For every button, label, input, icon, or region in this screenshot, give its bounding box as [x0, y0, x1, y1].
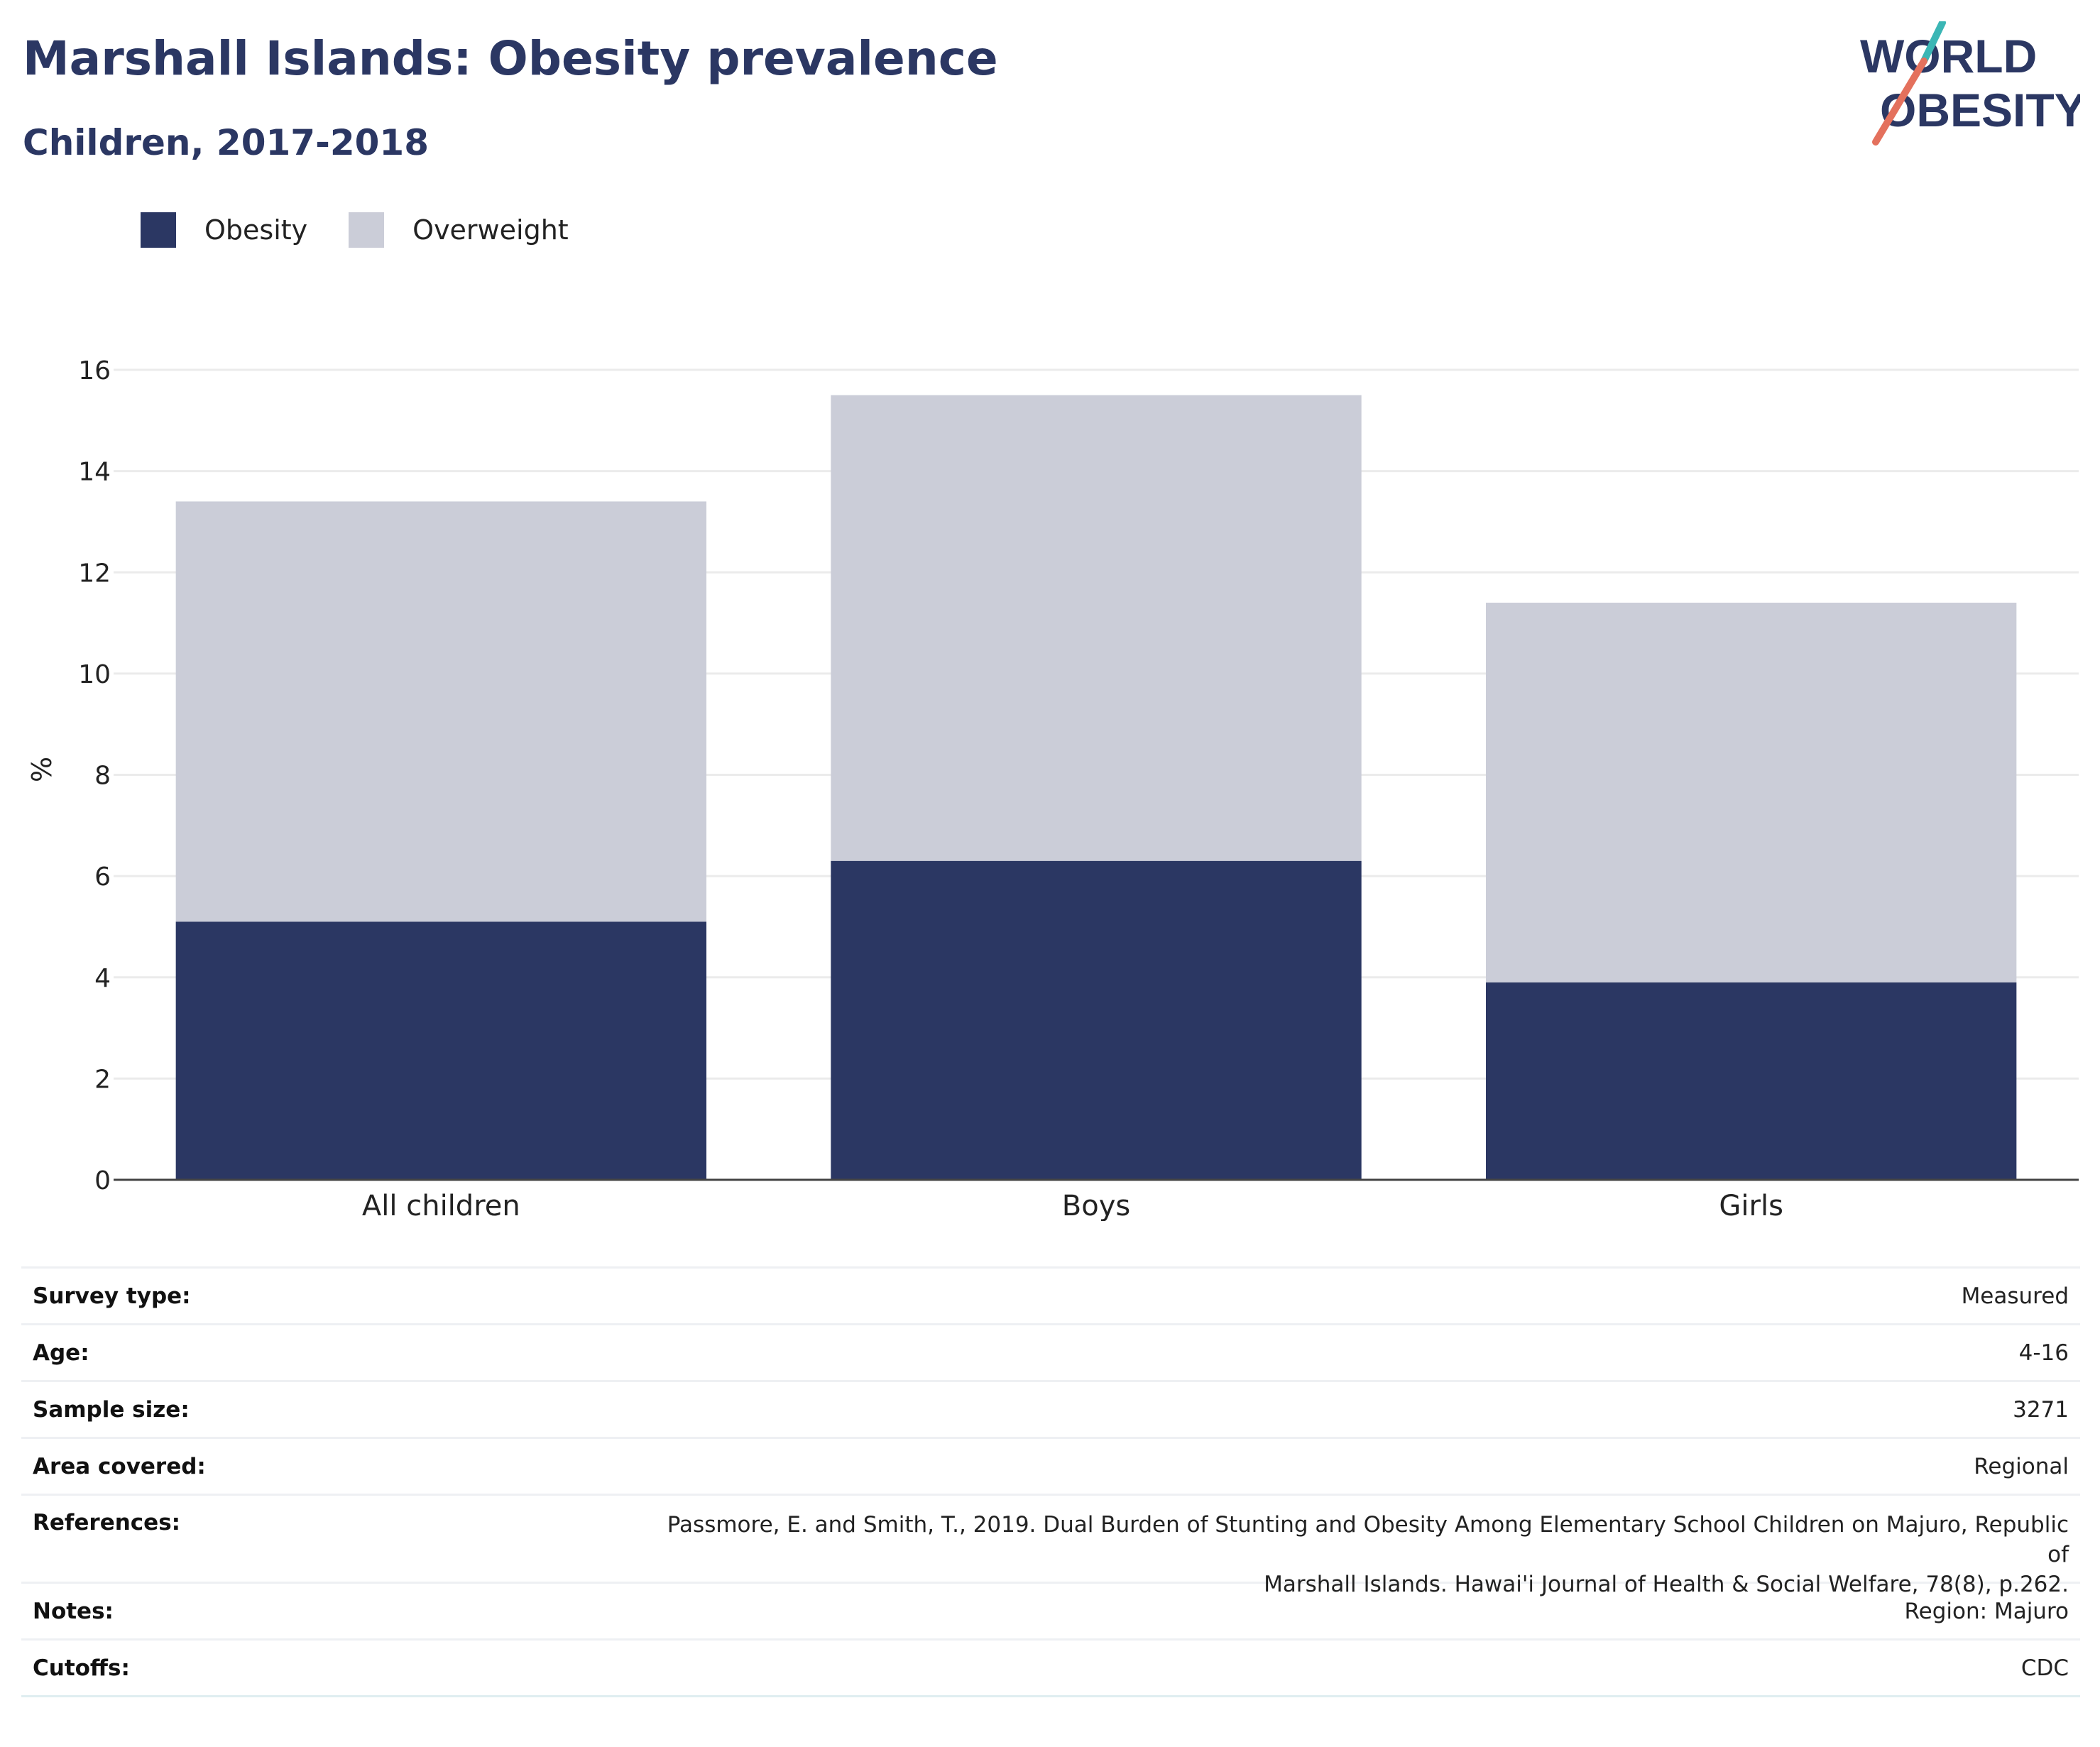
info-value: 4-16 [2018, 1340, 2069, 1366]
info-row-references: References: Passmore, E. and Smith, T., … [21, 1496, 2080, 1597]
y-tick-label: 4 [94, 964, 111, 993]
logo-coral-stroke [1872, 57, 1927, 146]
info-value: Measured [1961, 1283, 2069, 1309]
legend-label-obesity: Obesity [204, 214, 308, 246]
legend: Obesity Overweight [141, 210, 610, 250]
y-tick-labels: 0 2 4 6 8 10 12 14 16 [78, 356, 111, 1195]
chart-title: Marshall Islands: Obesity prevalence [23, 31, 998, 86]
info-row-notes: Notes: Region: Majuro [21, 1584, 2080, 1641]
bar-obesity-all-children[interactable] [175, 921, 707, 1180]
survey-info-table: Survey type: Measured Age: 4-16 Sample s… [21, 1266, 2080, 1697]
info-row-survey-type: Survey type: Measured [21, 1269, 2080, 1325]
legend-item-obesity[interactable]: Obesity [141, 212, 307, 248]
stacked-bar-chart: 0 2 4 6 8 10 12 14 16 % All children Boys Girls [26, 356, 2079, 1221]
reference-line-2: Marshall Islands. Hawai'i Journal of Hea… [1264, 1572, 2069, 1597]
chart-subtitle: Children, 2017-2018 [23, 122, 429, 163]
info-row-sample-size: Sample size: 3271 [21, 1382, 2080, 1439]
x-tick-label: All children [362, 1190, 520, 1221]
info-key: Sample size: [33, 1396, 190, 1423]
bar-obesity-boys[interactable] [831, 860, 1362, 1180]
y-tick-label: 2 [94, 1065, 111, 1094]
legend-swatch-obesity [141, 212, 176, 248]
y-tick-label: 16 [78, 356, 111, 385]
y-tick-label: 6 [94, 862, 111, 892]
info-value-reference: Passmore, E. and Smith, T., 2019. Dual B… [649, 1510, 2069, 1599]
info-key: Age: [33, 1340, 89, 1366]
bar-overweight-girls[interactable] [1485, 603, 2017, 982]
info-key: Area covered: [33, 1453, 206, 1479]
reference-line-1: Passmore, E. and Smith, T., 2019. Dual B… [667, 1512, 2069, 1567]
y-axis-label: % [26, 757, 58, 782]
x-tick-label: Girls [1719, 1190, 1783, 1221]
legend-label-overweight: Overweight [412, 214, 569, 246]
x-tick-label: Boys [1062, 1190, 1130, 1221]
info-key: Survey type: [33, 1283, 191, 1309]
legend-item-overweight[interactable]: Overweight [349, 212, 569, 248]
y-tick-label: 12 [78, 559, 111, 588]
info-value: Regional [1974, 1453, 2069, 1479]
logo-line1: WORLD [1860, 30, 2037, 82]
info-row-age: Age: 4-16 [21, 1325, 2080, 1382]
info-key: Notes: [33, 1598, 114, 1624]
info-key: References: [33, 1510, 181, 1535]
logo-teal-stroke [1920, 21, 1946, 65]
bars [175, 395, 2017, 1180]
x-tick-labels: All children Boys Girls [362, 1190, 1783, 1221]
bar-overweight-all-children[interactable] [175, 501, 707, 922]
bar-obesity-girls[interactable] [1485, 982, 2017, 1180]
y-tick-label: 14 [78, 458, 111, 487]
info-row-area-covered: Area covered: Regional [21, 1439, 2080, 1496]
y-tick-label: 0 [94, 1166, 111, 1195]
bar-overweight-boys[interactable] [831, 395, 1362, 861]
info-value: CDC [2020, 1655, 2069, 1681]
world-obesity-logo: WORLD OBESITY [1860, 21, 2080, 146]
info-key: Cutoffs: [33, 1655, 130, 1681]
logo-line2: OBESITY [1880, 84, 2080, 136]
info-value: 3271 [2013, 1396, 2069, 1423]
y-tick-label: 10 [78, 660, 111, 689]
info-value: Region: Majuro [1904, 1598, 2069, 1624]
y-tick-label: 8 [94, 762, 111, 791]
info-row-cutoffs: Cutoffs: CDC [21, 1641, 2080, 1697]
legend-swatch-overweight [349, 212, 385, 248]
